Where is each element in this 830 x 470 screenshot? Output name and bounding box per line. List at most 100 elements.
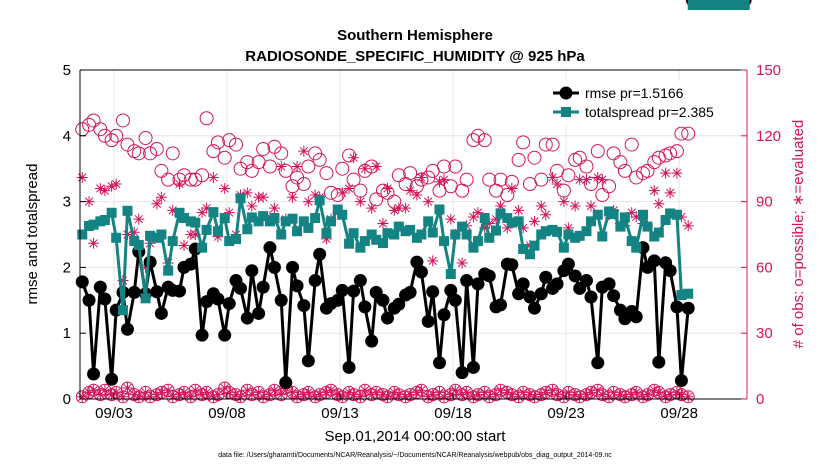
rmse-point [681, 301, 695, 315]
spread-point [506, 217, 517, 228]
legend-spread-marker [561, 107, 571, 117]
obs-evaluated-point [483, 218, 495, 230]
obs-possible-point [606, 146, 621, 161]
obs-possible-bottom-point [166, 390, 180, 404]
spread-point [303, 222, 314, 233]
plot-area [75, 0, 752, 404]
spread-point [258, 211, 269, 222]
rmse-point [184, 257, 198, 271]
rmse-point [607, 289, 621, 303]
obs-evaluated-point [558, 196, 570, 208]
obs-evaluated-point [223, 207, 235, 219]
obs-evaluated-point [411, 189, 423, 201]
obs-evaluated-bottom-point [223, 386, 235, 398]
spread-point [292, 226, 303, 237]
obs-possible-point [647, 155, 662, 170]
obs-evaluated-bottom-point [110, 386, 122, 398]
obs-evaluated-point [682, 220, 694, 232]
spread-point [626, 236, 637, 247]
spread-point [631, 242, 642, 253]
spread-point [660, 215, 671, 226]
spread-point [382, 228, 393, 239]
rmse-point [143, 255, 157, 269]
spread-point [163, 265, 174, 276]
obs-possible-point [256, 141, 271, 156]
obs-evaluated-point [178, 239, 190, 251]
spread-point [179, 213, 190, 224]
obs-evaluated-point [630, 211, 642, 223]
rmse-point [172, 284, 186, 298]
obs-evaluated-point [490, 213, 502, 225]
obs-evaluated-point [320, 233, 332, 245]
rmse-point [455, 366, 469, 380]
rmse-point [426, 285, 440, 299]
x-tick-label: 09/28 [660, 405, 698, 422]
spread-point [721, 0, 732, 10]
spread-point [495, 208, 506, 219]
obs-evaluated-bottom-point [235, 391, 247, 403]
obs-evaluated-bottom-point [189, 384, 201, 396]
obs-possible-point [579, 159, 594, 174]
obs-evaluated-bottom-point [483, 391, 495, 403]
obs-possible-point [346, 172, 361, 187]
rmse-point [120, 322, 134, 336]
obs-possible-bottom-point [674, 388, 688, 402]
obs-evaluated-bottom-point [637, 391, 649, 403]
spread-point [524, 249, 535, 260]
obs-evaluated-point [535, 200, 547, 212]
obs-evaluated-bottom-point [393, 389, 405, 401]
obs-possible-point [161, 172, 176, 187]
spread-point [558, 242, 569, 253]
obs-evaluated-bottom-point [660, 391, 672, 403]
spread-point [310, 213, 321, 224]
rmse-point [410, 255, 424, 269]
obs-evaluated-bottom-point [400, 391, 412, 403]
rmse-point [392, 297, 406, 311]
chart-title: Southern Hemisphere [337, 27, 493, 44]
obs-evaluated-bottom-point [314, 389, 326, 401]
spread-point [665, 208, 676, 219]
obs-evaluated-point [291, 161, 303, 173]
y-left-tick-label: 3 [63, 194, 71, 211]
rmse-point [460, 274, 474, 288]
rmse-point [591, 356, 605, 370]
obs-evaluated-bottom-point [388, 386, 400, 398]
spread-point [106, 207, 117, 218]
rmse-point [421, 314, 435, 328]
rmse-point [663, 264, 677, 278]
x-tick-label: 09/18 [434, 405, 472, 422]
obs-evaluated-bottom-point [404, 389, 416, 401]
spread-point [574, 230, 585, 241]
spread-point [212, 226, 223, 237]
obs-evaluated-bottom-point [506, 389, 518, 401]
rmse-point [127, 285, 141, 299]
obs-evaluated-point [241, 187, 253, 199]
obs-evaluated-bottom-point [178, 386, 190, 398]
obs-evaluated-point [88, 237, 100, 249]
spread-point [208, 207, 219, 218]
spread-point [355, 242, 366, 253]
obs-possible-point [391, 168, 406, 183]
y-right-tick-label: 0 [756, 391, 764, 408]
obs-evaluated-bottom-point [467, 391, 479, 403]
obs-evaluated-point [354, 196, 366, 208]
x-tick-label: 09/03 [95, 405, 133, 422]
spread-point [552, 226, 563, 237]
obs-possible-bottom-point [573, 390, 587, 404]
rmse-point [380, 311, 394, 325]
y-right-tick-label: 120 [756, 128, 781, 145]
spread-point [366, 229, 377, 240]
rmse-point [75, 275, 89, 289]
rmse-point [523, 290, 537, 304]
obs-possible-bottom-point [561, 385, 575, 399]
rmse-point [218, 328, 232, 342]
obs-evaluated-point [348, 152, 360, 164]
spread-point [325, 216, 336, 227]
rmse-point [263, 241, 277, 255]
obs-evaluated-point [467, 211, 479, 223]
obs-possible-point [301, 159, 316, 174]
obs-evaluated-bottom-point [76, 391, 88, 403]
rmse-point [252, 306, 266, 320]
rmse-point [267, 260, 281, 274]
legend-rmse-marker [559, 86, 573, 100]
